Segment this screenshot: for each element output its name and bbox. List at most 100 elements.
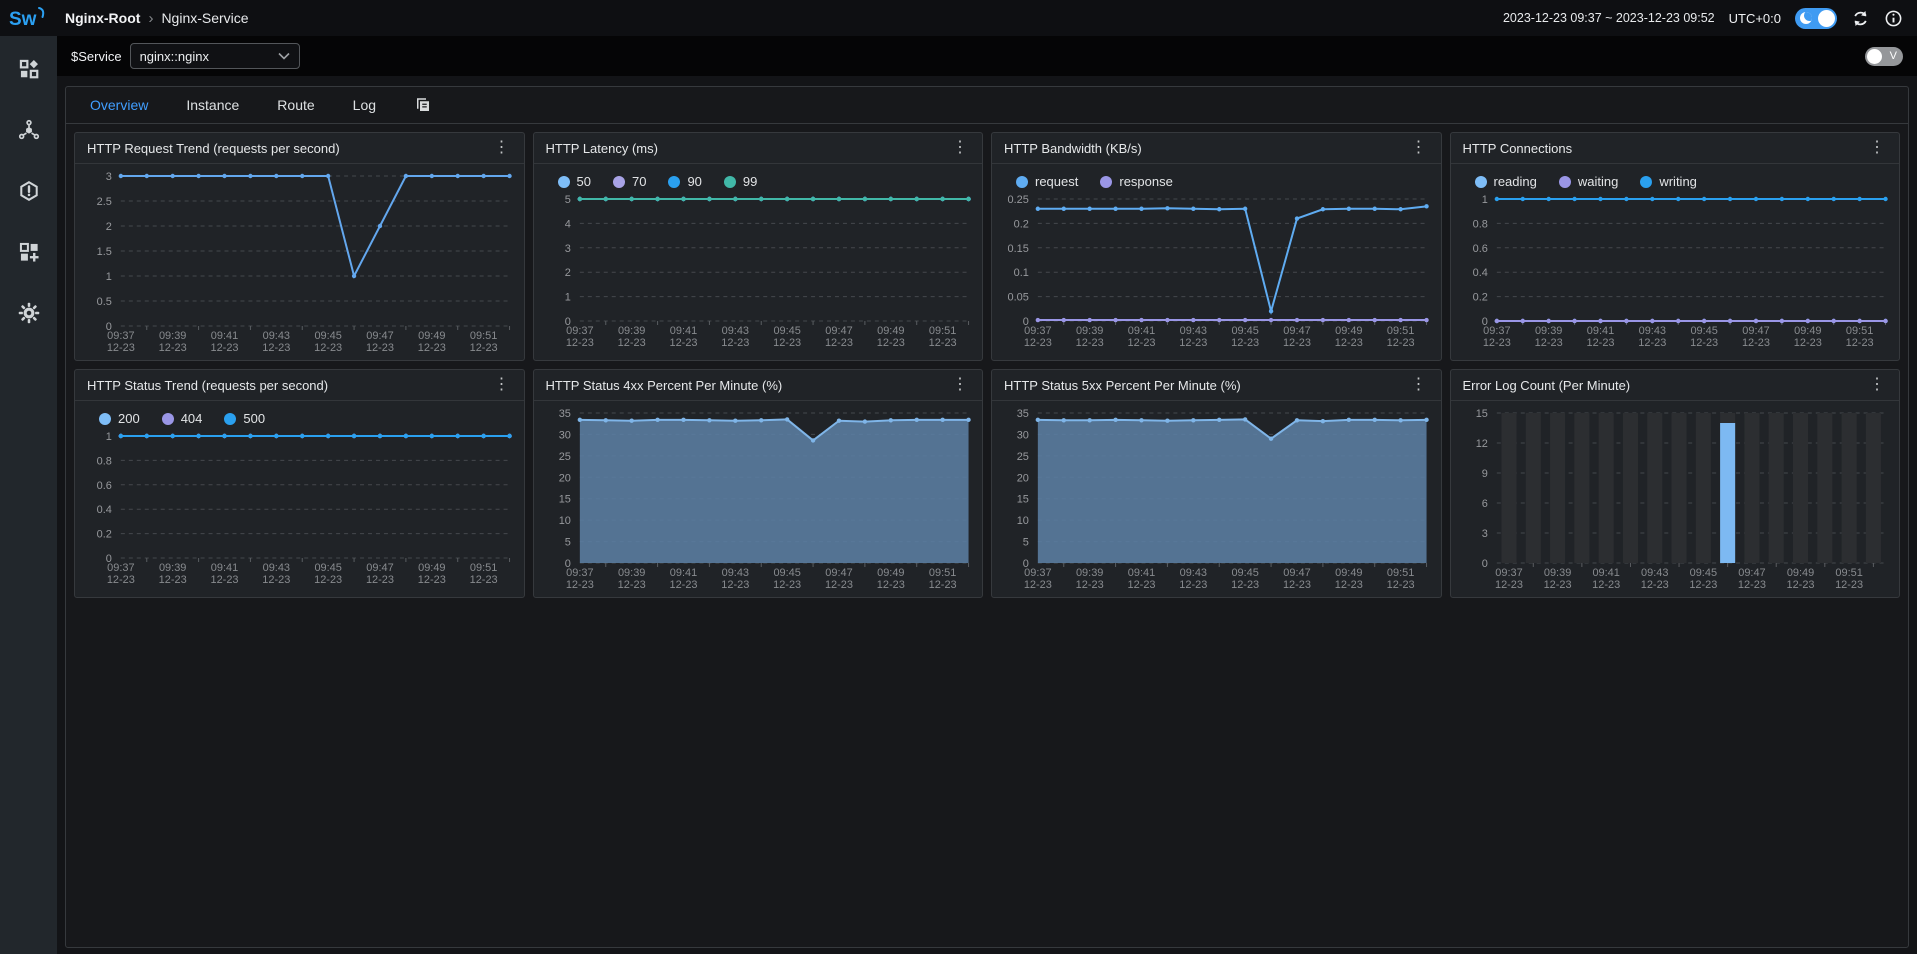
svg-text:9: 9 [1481,468,1487,480]
tab-overview[interactable]: Overview [90,97,148,113]
svg-text:15: 15 [1017,494,1029,506]
card-menu-button[interactable]: ⋮ [950,377,970,393]
card-menu-button[interactable]: ⋮ [950,140,970,156]
svg-text:09:43: 09:43 [1180,325,1207,337]
chart-card: HTTP Status Trend (requests per second)⋮… [74,369,525,598]
legend-dot [613,176,625,188]
chart-title: HTTP Bandwidth (KB/s) [1004,141,1142,156]
chart-legend: request response [992,166,1441,189]
legend-item[interactable]: reading [1475,174,1537,189]
info-button[interactable] [1884,9,1903,28]
svg-text:09:41: 09:41 [1128,567,1155,579]
svg-text:09:41: 09:41 [1586,325,1613,337]
chart-grid: HTTP Request Trend (requests per second)… [66,124,1908,606]
legend-item[interactable]: response [1100,174,1172,189]
legend-dot [99,413,111,425]
chart-canvas: 0510152025303509:3712-2309:3912-2309:411… [992,403,1441,597]
svg-text:0.05: 0.05 [1008,292,1029,304]
edit-mode-toggle[interactable]: V [1865,47,1903,66]
breadcrumb-root-link[interactable]: Nginx-Root [65,10,140,26]
svg-text:12-23: 12-23 [210,342,238,354]
svg-text:0.8: 0.8 [1472,218,1487,230]
svg-text:15: 15 [1475,408,1487,420]
legend-item[interactable]: 99 [724,174,757,189]
sidebar-item-settings[interactable] [16,300,42,329]
chart-canvas: 01234509:3712-2309:3912-2309:4112-2309:4… [534,189,983,355]
card-menu-button[interactable]: ⋮ [1867,377,1887,393]
service-select[interactable]: nginx::nginx [130,43,300,69]
topbar: Sw Nginx-Root › Nginx-Service 2023-12-23… [0,0,1917,36]
legend-label: 70 [632,174,646,189]
legend-label: 200 [118,411,140,426]
time-range-picker[interactable]: 2023-12-23 09:37 ~ 2023-12-23 09:52 [1503,11,1715,25]
legend-label: writing [1659,174,1697,189]
legend-item[interactable]: 50 [558,174,591,189]
svg-text:09:43: 09:43 [1641,567,1668,579]
svg-text:30: 30 [1017,429,1029,441]
svg-text:12-23: 12-23 [928,337,956,349]
legend-item[interactable]: waiting [1559,174,1618,189]
svg-text:12-23: 12-23 [470,574,498,586]
svg-text:09:37: 09:37 [1024,567,1051,579]
svg-text:10: 10 [558,515,570,527]
refresh-icon [1851,9,1870,28]
tab-instance[interactable]: Instance [186,97,239,113]
svg-text:0.15: 0.15 [1008,243,1029,255]
sidebar-item-topology[interactable] [16,117,42,146]
svg-text:12-23: 12-23 [1543,579,1571,591]
svg-text:12-23: 12-23 [721,579,749,591]
legend-item[interactable]: 404 [162,411,203,426]
legend-item[interactable]: 90 [668,174,701,189]
svg-text:09:49: 09:49 [1794,325,1821,337]
svg-text:09:37: 09:37 [107,562,134,574]
related-widgets-button[interactable] [414,96,432,114]
svg-text:09:47: 09:47 [825,567,852,579]
toggle-knob [1867,49,1882,64]
legend-dot [1640,176,1652,188]
card-menu-button[interactable]: ⋮ [1867,140,1887,156]
svg-text:09:49: 09:49 [877,567,904,579]
svg-text:12-23: 12-23 [721,337,749,349]
svg-text:5: 5 [1023,537,1029,549]
settings-icon [18,302,40,324]
svg-text:1: 1 [106,431,112,443]
svg-text:09:39: 09:39 [159,562,186,574]
svg-text:0.5: 0.5 [97,296,112,308]
legend-item[interactable]: writing [1640,174,1697,189]
legend-label: 50 [577,174,591,189]
chart-card: HTTP Status 4xx Percent Per Minute (%)⋮0… [533,369,984,598]
legend-item[interactable]: 200 [99,411,140,426]
sidebar-item-marketplace[interactable] [16,239,42,268]
edit-mode-label: V [1890,50,1897,62]
legend-item[interactable]: request [1016,174,1078,189]
legend-dot [1016,176,1028,188]
refresh-button[interactable] [1851,9,1870,28]
svg-text:25: 25 [1017,451,1029,463]
dashboards-icon [18,58,40,80]
legend-item[interactable]: 500 [224,411,265,426]
svg-text:20: 20 [1017,472,1029,484]
tab-route[interactable]: Route [277,97,314,113]
svg-text:12-23: 12-23 [773,579,801,591]
theme-toggle[interactable] [1795,8,1837,29]
card-menu-button[interactable]: ⋮ [492,377,512,393]
svg-text:09:41: 09:41 [211,330,238,342]
svg-text:0.6: 0.6 [1472,243,1487,255]
svg-text:12-23: 12-23 [1076,337,1104,349]
card-menu-button[interactable]: ⋮ [1409,140,1429,156]
breadcrumb: Nginx-Root › Nginx-Service [65,10,249,27]
svg-text:0.2: 0.2 [1014,218,1029,230]
svg-text:12-23: 12-23 [1283,337,1311,349]
tab-log[interactable]: Log [353,97,376,113]
legend-label: reading [1494,174,1537,189]
svg-text:12-23: 12-23 [824,579,852,591]
svg-text:09:49: 09:49 [418,562,445,574]
legend-item[interactable]: 70 [613,174,646,189]
svg-text:09:37: 09:37 [566,325,593,337]
sidebar-item-dashboards[interactable] [16,56,42,85]
svg-text:09:51: 09:51 [1845,325,1872,337]
legend-label: 99 [743,174,757,189]
card-menu-button[interactable]: ⋮ [492,140,512,156]
sidebar-item-alerting[interactable] [16,178,42,207]
card-menu-button[interactable]: ⋮ [1409,377,1429,393]
